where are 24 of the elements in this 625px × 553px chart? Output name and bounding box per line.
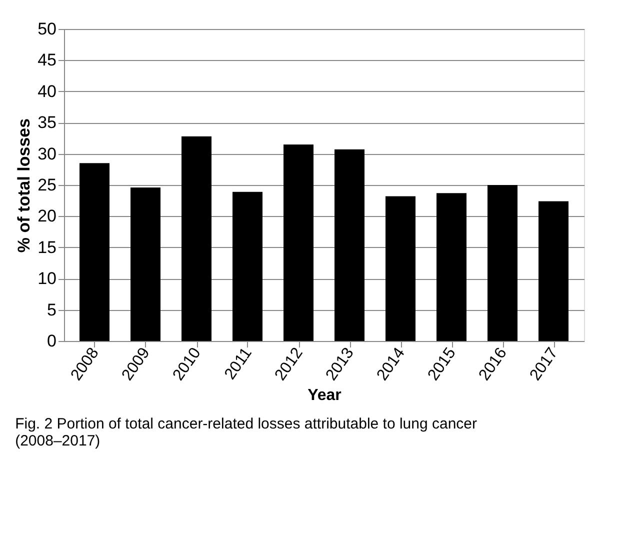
y-tick-label: 50 (38, 20, 56, 38)
y-tick-label: 10 (38, 269, 56, 288)
bar (538, 201, 568, 341)
bar (488, 185, 518, 341)
y-axis-title: % of total losses (14, 118, 34, 253)
bar (386, 196, 416, 341)
y-tick-label: 35 (38, 113, 56, 132)
bar (334, 149, 364, 341)
y-tick-label: 45 (38, 50, 56, 70)
bar (232, 192, 262, 341)
y-tick-label: 15 (38, 238, 56, 257)
bar (182, 136, 212, 341)
y-tick-label: 40 (38, 82, 56, 101)
y-tick-label: 20 (38, 206, 56, 226)
y-tick-label: 5 (47, 300, 56, 320)
bar (284, 144, 314, 341)
bar (130, 187, 160, 341)
bar (436, 193, 466, 341)
y-tick-label: 0 (47, 332, 56, 350)
y-tick-label: 25 (38, 176, 56, 194)
x-axis-title: Year (308, 387, 342, 404)
y-tick-label: 30 (38, 144, 56, 164)
bar (80, 163, 110, 341)
caption: Fig. 2 Portion of total cancer-related losses attributable to lung cancer (2008–2017) (15, 416, 478, 450)
